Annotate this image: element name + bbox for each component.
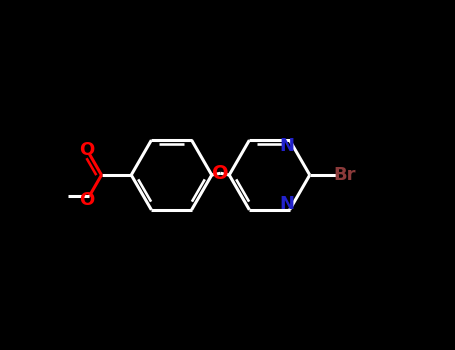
- Text: O: O: [79, 191, 94, 209]
- Text: N: N: [279, 136, 294, 155]
- Text: O: O: [212, 164, 229, 183]
- Text: Br: Br: [334, 166, 356, 184]
- Text: N: N: [279, 195, 294, 214]
- Text: O: O: [79, 141, 94, 159]
